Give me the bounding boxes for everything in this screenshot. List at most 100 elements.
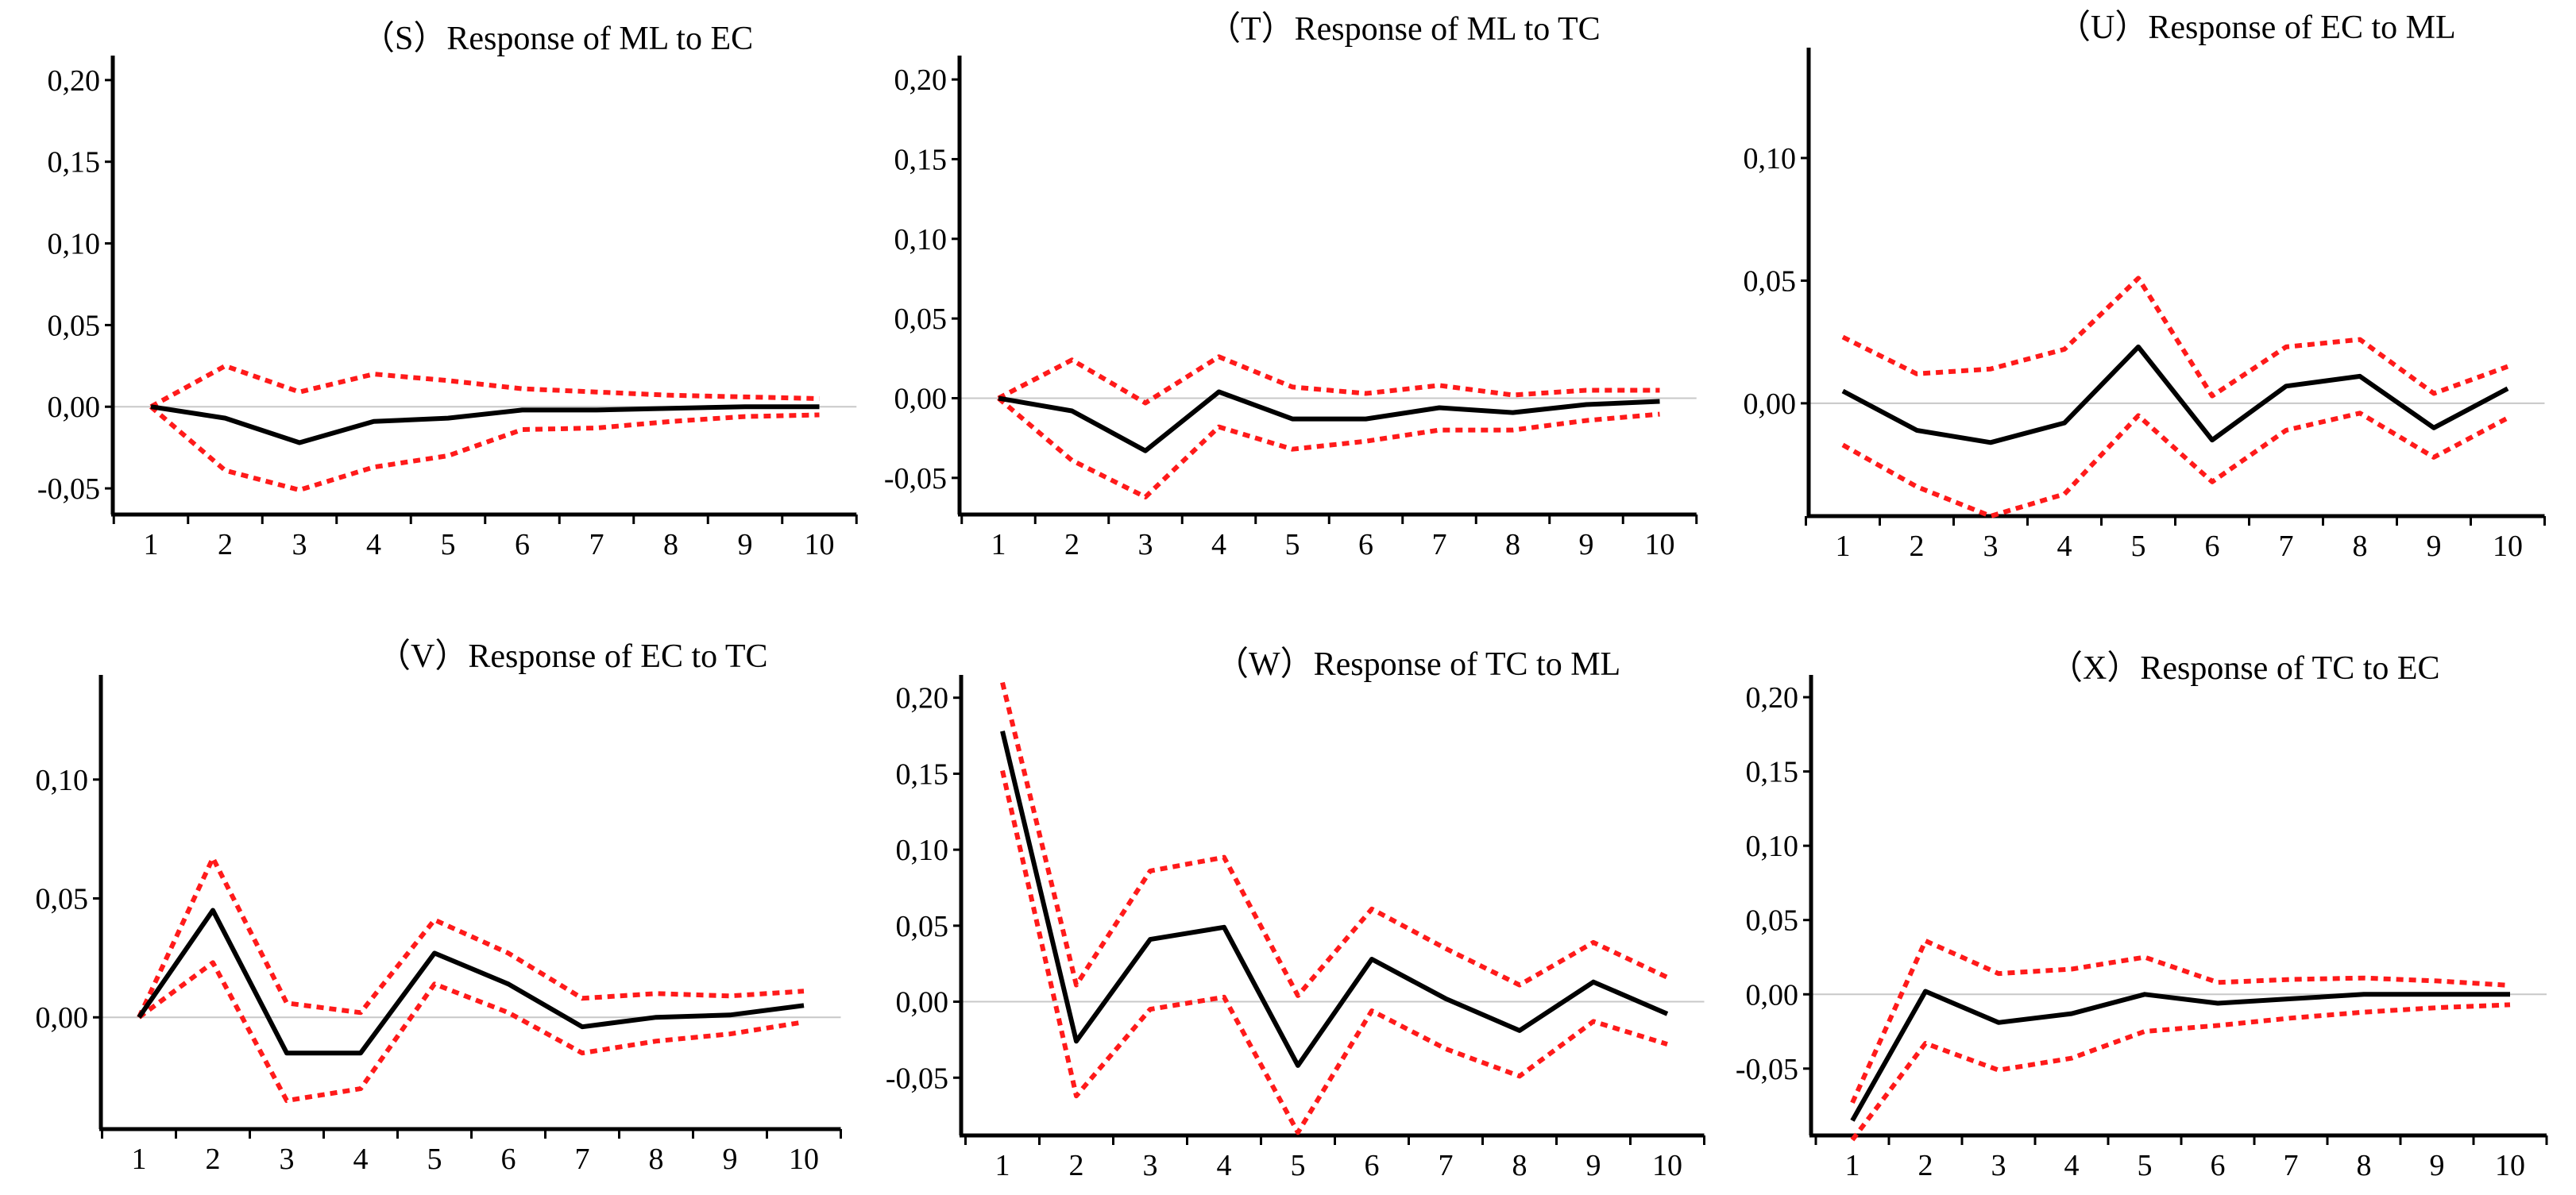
y-tick-label: 0,05 [48,309,101,342]
x-tick-label: 6 [2211,1149,2226,1182]
upper-band-line [1850,938,2511,1104]
upper-band-line [137,855,805,1019]
lower-band-line [997,396,1660,499]
lower-band-line [137,960,805,1104]
x-tick-label: 3 [1991,1149,2006,1182]
x-tick-label: 3 [292,528,307,561]
x-tick-label: 7 [1432,528,1447,561]
x-tick-label: 5 [427,1143,442,1176]
x-tick-label: 1 [144,528,159,561]
x-tick-label: 6 [501,1143,516,1176]
x-tick-label: 4 [1217,1149,1232,1182]
x-tick-label: 3 [280,1143,295,1176]
chart-title: （S）Response of ML to EC [361,21,753,57]
x-tick-label: 7 [575,1143,590,1176]
x-tick-label: 10 [1645,528,1675,561]
y-tick-label: 0,10 [896,834,949,867]
y-tick-label: 0,00 [896,986,949,1020]
y-tick-label: 0,10 [1746,830,1799,863]
chart-title: （V）Response of EC to TC [377,638,768,675]
x-tick-label: 2 [206,1143,221,1176]
x-tick-label: 4 [1211,528,1226,561]
y-tick-label: 0,20 [894,64,948,97]
x-tick-label: 7 [2284,1149,2299,1182]
response-series-line [137,908,805,1056]
x-tick-label: 7 [1439,1149,1454,1182]
y-tick-label: 0,15 [48,146,101,179]
y-tick-label: 0,10 [48,228,101,261]
x-tick-label: 1 [1845,1149,1860,1182]
chart-title: （W）Response of TC to ML [1215,646,1620,683]
x-tick-label: 2 [1910,530,1925,563]
x-tick-label: 9 [1579,528,1594,561]
x-tick-label: 9 [2427,530,2442,563]
x-tick-label: 4 [366,528,381,561]
chart-panel: 0,20 0,15 0,10 0,05 0,00 -0,05 1 2 3 4 5 6 7 8 9 10 （S）R… [37,21,858,561]
x-tick-label: 6 [1365,1149,1380,1182]
y-tick-label: -0,05 [884,462,947,495]
x-tick-label: 10 [2493,530,2523,563]
upper-band-line [997,354,1660,406]
x-tick-label: 6 [2205,530,2220,563]
upper-band-line [1841,276,2509,399]
x-tick-label: 3 [1143,1149,1158,1182]
x-tick-label: 2 [1069,1149,1084,1182]
x-tick-label: 3 [1983,530,1999,563]
x-tick-label: 8 [2353,530,2368,563]
y-tick-label: 0,00 [894,382,948,415]
x-tick-label: 5 [441,528,456,561]
y-tick-label: 0,10 [894,223,948,256]
x-tick-label: 2 [1918,1149,1933,1182]
x-tick-label: 3 [1138,528,1153,561]
x-tick-label: 9 [723,1143,738,1176]
response-series-line [1000,730,1669,1068]
y-tick-label: 0,05 [36,883,89,916]
response-series-line [150,404,820,445]
lower-band-line [1850,1002,2511,1142]
chart-panel: 0,20 0,15 0,10 0,05 0,00 -0,05 1 2 3 4 5 6 7 8 9 10 （T）R… [884,11,1698,561]
y-tick-label: 0,20 [896,682,949,715]
x-tick-label: 2 [1064,528,1079,561]
y-tick-label: 0,05 [894,303,948,336]
x-tick-label: 10 [789,1143,819,1176]
x-tick-label: 1 [132,1143,147,1176]
chart-panel: 0,20 0,15 0,10 0,05 0,00 -0,05 1 2 3 4 5 6 7 8 9 10 （W）R… [886,646,1705,1182]
x-tick-label: 8 [649,1143,664,1176]
x-tick-label: 8 [1505,528,1520,561]
y-tick-label: 0,05 [896,910,949,943]
response-series-line [1841,344,2509,445]
y-tick-label: 0,05 [1744,264,1797,298]
x-tick-label: 10 [805,528,835,561]
chart-title: （X）Response of TC to EC [2049,650,2440,687]
x-tick-label: 9 [738,528,753,561]
chart-title: （U）Response of EC to ML [2057,10,2456,46]
y-tick-label: 0,05 [1746,904,1799,938]
y-tick-label: 0,20 [48,64,101,98]
x-tick-label: 5 [1291,1149,1306,1182]
x-tick-label: 5 [1285,528,1300,561]
x-tick-label: 10 [1652,1149,1682,1182]
y-tick-label: 0,15 [896,757,949,791]
x-tick-label: 4 [353,1143,369,1176]
x-tick-label: 1 [995,1149,1010,1182]
x-tick-label: 9 [1586,1149,1601,1182]
response-series-line [1850,989,2510,1122]
y-tick-label: 0,00 [36,1001,89,1035]
x-tick-label: 10 [2495,1149,2525,1182]
chart-panel: 0,10 0,05 0,00 1 2 3 4 5 6 7 8 9 10 （V）Response of EC… [36,638,842,1176]
y-tick-label: -0,05 [1736,1053,1798,1086]
x-tick-label: 6 [1358,528,1373,561]
x-tick-label: 5 [2138,1149,2153,1182]
lower-band-line [149,404,820,493]
response-series-line [998,389,1660,453]
x-tick-label: 6 [515,528,530,561]
x-tick-label: 4 [2064,1149,2080,1182]
y-tick-label: -0,05 [886,1062,948,1095]
upper-band-line [149,363,820,409]
x-tick-label: 5 [2131,530,2146,563]
lower-band-line [1000,769,1668,1135]
x-tick-label: 1 [1836,530,1851,563]
x-tick-label: 7 [589,528,604,561]
x-tick-label: 1 [991,528,1006,561]
y-tick-label: 0,15 [894,143,948,176]
